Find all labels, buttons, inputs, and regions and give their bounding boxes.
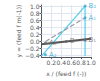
svg-text:x / (feed f (-)): x / (feed f (-)) — [46, 70, 86, 77]
svg-text:0.8: 0.8 — [76, 59, 86, 66]
svg-text:0.2: 0.2 — [30, 31, 40, 38]
svg-text:A₁: A₁ — [89, 14, 97, 22]
svg-text:B₂: B₂ — [89, 2, 97, 10]
svg-text:−0.4: −0.4 — [25, 52, 40, 59]
svg-text:A₀: A₀ — [49, 39, 57, 47]
svg-text:0.2: 0.2 — [47, 59, 57, 66]
svg-text:B₁: B₁ — [89, 36, 97, 44]
svg-text:0.4: 0.4 — [57, 59, 67, 66]
svg-text:0.4: 0.4 — [30, 24, 40, 31]
svg-text:y = (feed f m(-1)): y = (feed f m(-1)) — [15, 5, 23, 58]
svg-text:0.0: 0.0 — [30, 38, 40, 45]
svg-text:B: B — [70, 37, 75, 45]
svg-text:−0.2: −0.2 — [25, 45, 40, 52]
svg-text:0.8: 0.8 — [30, 10, 40, 17]
svg-text:1.0: 1.0 — [86, 59, 96, 66]
svg-text:0.6: 0.6 — [66, 59, 76, 66]
svg-text:1.0: 1.0 — [30, 3, 40, 10]
svg-text:A₂: A₂ — [49, 51, 57, 59]
svg-text:0.6: 0.6 — [30, 17, 40, 24]
